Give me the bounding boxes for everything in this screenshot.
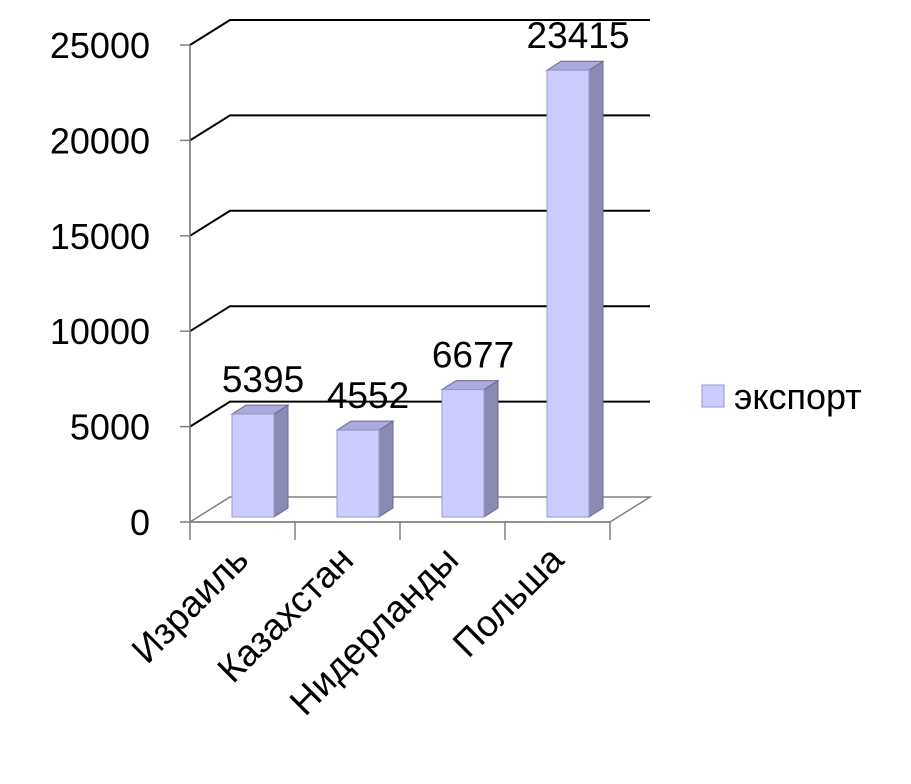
bar	[230, 404, 290, 518]
y-tick-label: 15000	[50, 216, 150, 257]
gridline	[189, 114, 650, 142]
bar-front	[546, 69, 590, 518]
y-tick-label: 25000	[50, 25, 150, 66]
data-label: 5395	[222, 359, 304, 400]
bar-side	[588, 60, 604, 518]
legend-label: экспорт	[734, 376, 862, 417]
bar	[335, 420, 395, 518]
gridline	[189, 305, 650, 333]
bar-side	[483, 379, 499, 518]
gridline	[189, 209, 650, 237]
data-label: 23415	[527, 15, 630, 56]
bar-front	[336, 429, 380, 518]
legend-swatch	[701, 384, 725, 408]
side-wall	[189, 19, 231, 522]
y-tick-label: 20000	[50, 120, 150, 161]
gridline	[189, 19, 650, 46]
y-axis: 0 5000 10000 15000 20000 25000	[50, 25, 191, 543]
bars: 5395 4552 6677 23415	[222, 15, 630, 518]
data-label: 6677	[432, 335, 514, 376]
legend: экспорт	[701, 376, 862, 417]
bar	[545, 60, 605, 518]
bar-side	[273, 404, 289, 518]
gridlines	[189, 19, 650, 428]
gridline	[189, 400, 650, 428]
bar-side	[378, 420, 394, 518]
category-label: Польша	[445, 538, 572, 665]
bar-front	[441, 389, 485, 518]
data-label: 4552	[327, 375, 409, 416]
bar	[440, 379, 500, 518]
y-tick-label: 10000	[50, 311, 150, 352]
y-tick-label: 5000	[70, 407, 150, 448]
bar-front	[231, 413, 275, 518]
y-tick-label: 0	[130, 502, 150, 543]
